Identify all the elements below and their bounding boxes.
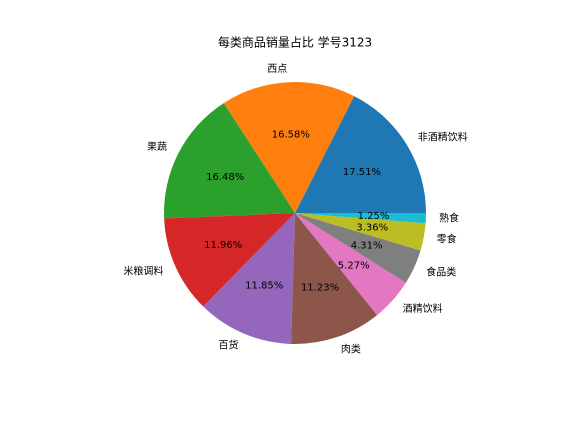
slice-label: 酒精饮料 [403,302,443,315]
slice-label: 果蔬 [147,141,167,153]
value-label: 11.85% [245,280,283,291]
value-label: 1.25% [358,211,390,222]
pie-slice [291,213,378,344]
slice-label: 零食 [437,232,457,245]
pie-slice [295,96,426,213]
value-label: 3.36% [356,222,388,233]
chart-title: 每类商品销量占比 学号3123 [218,35,372,50]
pie-slice [223,81,355,213]
slice-label: 非酒精饮料 [418,131,468,144]
pie-slice [295,213,421,283]
value-label: 16.58% [272,130,310,141]
slice-label: 肉类 [341,343,361,356]
pie-slice [295,213,406,316]
pie-slice [164,103,295,219]
pie-slice [295,213,426,251]
pie-slice [203,213,295,344]
slice-label: 百货 [219,339,239,352]
value-label: 16.48% [206,172,244,183]
value-label: 11.96% [204,240,242,251]
slice-label: 食品类 [426,266,456,279]
value-label: 17.51% [343,167,381,178]
value-label: 4.31% [351,240,383,251]
slice-label: 熟食 [439,212,459,225]
pie-slice [164,213,295,307]
slice-label: 西点 [267,63,287,75]
pie-slice [295,213,426,224]
slice-label: 米粮调料 [123,265,163,278]
value-label: 5.27% [338,260,370,271]
value-label: 11.23% [301,283,339,294]
